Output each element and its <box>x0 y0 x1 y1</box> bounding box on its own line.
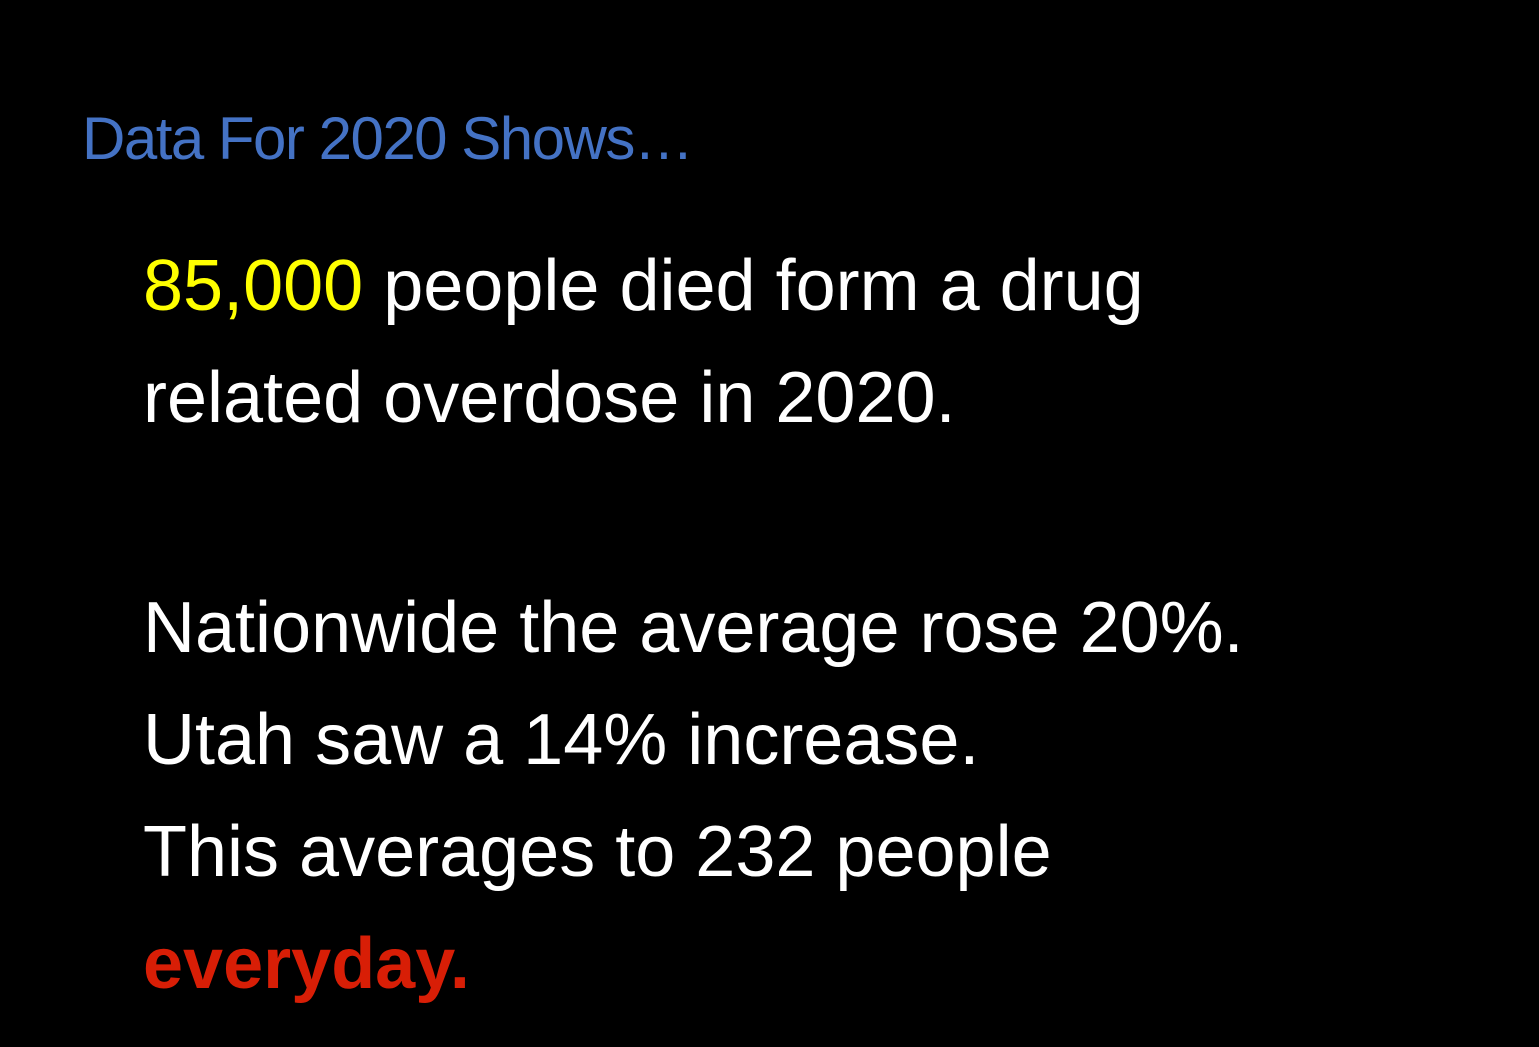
slide-body: 85,000 people died form a drug related o… <box>143 230 1523 1020</box>
average-line: This averages to 232 people <box>143 812 1052 892</box>
stat-line-1-rest: people died form a drug <box>363 246 1144 326</box>
spacer <box>143 454 1523 572</box>
death-count-highlight: 85,000 <box>143 246 364 326</box>
slide-title: Data For 2020 Shows… <box>82 105 694 172</box>
everyday-emphasis: everyday. <box>143 924 470 1004</box>
utah-line: Utah saw a 14% increase. <box>143 700 980 780</box>
stat-line-1: 85,000 people died form a drug <box>143 230 1523 342</box>
nationwide-line: Nationwide the average rose 20%. <box>143 588 1244 668</box>
stat-line-2: related overdose in 2020. <box>143 358 956 438</box>
